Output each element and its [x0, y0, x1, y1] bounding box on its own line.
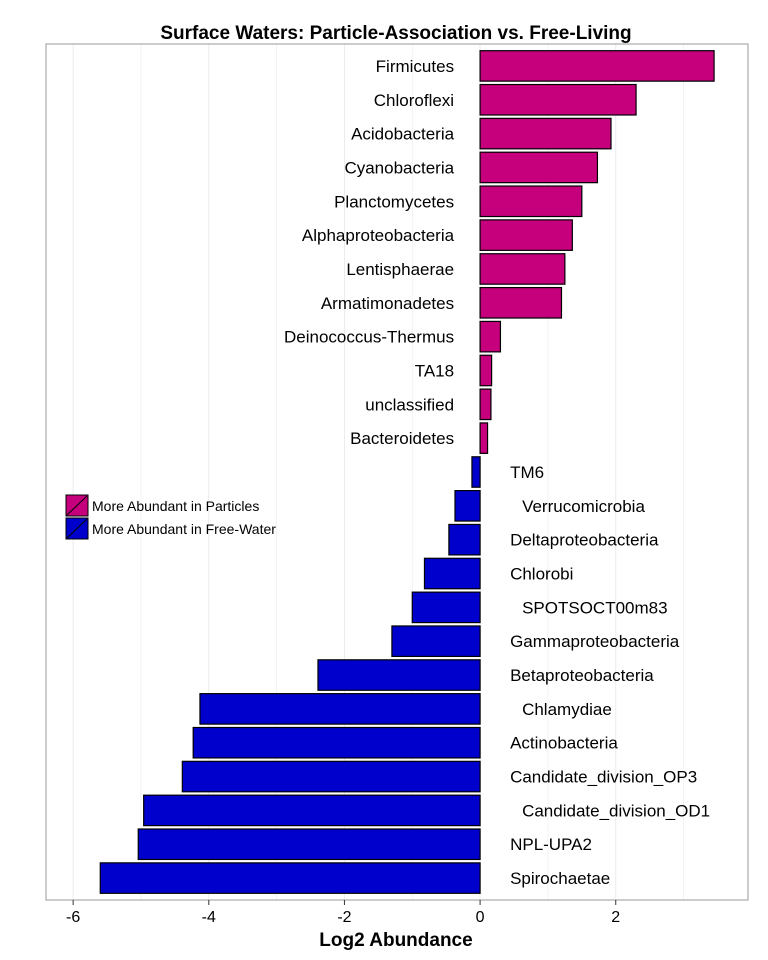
- legend-label-free-water: More Abundant in Free-Water: [92, 521, 276, 537]
- bar: [143, 794, 481, 827]
- bar: [479, 83, 637, 116]
- bar-label: Deinococcus-Thermus: [284, 328, 454, 347]
- bar-label: Chlamydiae: [522, 700, 612, 719]
- bar: [411, 591, 481, 624]
- bar: [471, 456, 481, 488]
- bar-label: Betaproteobacteria: [510, 666, 654, 685]
- bar: [479, 151, 599, 184]
- bar-labels-group: Firmicutes Chloroflexi Acidobacteria Cyanob…: [284, 57, 710, 888]
- bar: [137, 828, 481, 861]
- bar-label: Firmicutes: [376, 57, 454, 76]
- bar-label: TM6: [510, 463, 544, 482]
- bar-label: Lentisphaerae: [346, 260, 454, 279]
- bar-label: Chlorobi: [510, 565, 573, 584]
- chart-title: Surface Waters: Particle-Association vs.…: [160, 23, 631, 44]
- bar: [454, 490, 481, 522]
- bar-label: TA18: [415, 361, 454, 380]
- x-tick-label: 2: [611, 909, 620, 926]
- bar-label: Spirochaetae: [510, 869, 610, 888]
- legend: More Abundant in Particles More Abundant…: [65, 494, 276, 540]
- bar: [479, 354, 493, 387]
- bar-label: Acidobacteria: [351, 125, 455, 144]
- bar: [199, 693, 481, 725]
- x-tick-label: -6: [66, 909, 80, 926]
- bar: [317, 659, 481, 691]
- bar-label: Candidate_division_OD1: [522, 801, 710, 820]
- bar-label: Actinobacteria: [510, 734, 618, 753]
- bar: [423, 557, 481, 590]
- x-axis-label: Log2 Abundance: [319, 930, 472, 951]
- legend-swatch-particles-slash: [66, 495, 88, 516]
- bar: [99, 862, 481, 894]
- bar-label: unclassified: [365, 395, 454, 414]
- bar: [192, 726, 481, 759]
- legend-swatch-free-water-slash: [66, 518, 88, 539]
- bar: [479, 117, 612, 150]
- bar-label: Verrucomicrobia: [522, 497, 645, 516]
- x-tick-label: -2: [337, 909, 351, 926]
- x-axis-ticks: -6 -4 -2 0 2: [66, 900, 620, 926]
- bar-label: Gammaproteobacteria: [510, 632, 680, 651]
- bar-label: Alphaproteobacteria: [302, 226, 455, 245]
- bar-label: Chloroflexi: [374, 91, 454, 110]
- bar-label: SPOTSOCT00m83: [522, 598, 668, 617]
- bar-label: Cyanobacteria: [344, 158, 454, 177]
- x-tick-label: -4: [202, 909, 216, 926]
- bar: [181, 760, 481, 793]
- bar: [479, 422, 489, 454]
- plot-panel: [45, 43, 749, 901]
- x-tick-label: 0: [476, 909, 485, 926]
- legend-label-particles: More Abundant in Particles: [92, 498, 259, 514]
- bar: [479, 219, 573, 251]
- bar: [479, 253, 566, 285]
- bar-label: Candidate_division_OP3: [510, 768, 697, 787]
- bar: [479, 388, 492, 421]
- bar: [391, 625, 481, 658]
- bar: [479, 286, 563, 319]
- bar-label: Bacteroidetes: [350, 429, 454, 448]
- bar-label: Armatimonadetes: [321, 294, 454, 313]
- bar: [479, 50, 715, 82]
- bar-label: NPL-UPA2: [510, 835, 592, 854]
- bar: [479, 185, 583, 218]
- bar: [448, 523, 481, 556]
- bar-label: Deltaproteobacteria: [510, 531, 659, 550]
- bar-label: Planctomycetes: [334, 192, 454, 211]
- bar: [479, 320, 502, 353]
- bars-group: [99, 50, 715, 894]
